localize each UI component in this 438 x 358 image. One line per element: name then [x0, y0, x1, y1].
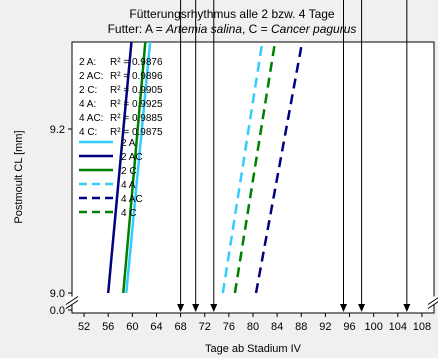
r2-label: 4 C:: [79, 127, 97, 138]
x-tick-label: 52: [78, 321, 90, 333]
x-tick-label: 88: [295, 321, 307, 333]
drop-arrowhead: [358, 304, 366, 312]
legend: 2 A 2 AC 2 C 4 A 4 AC 4 C: [79, 138, 143, 219]
r2-value: R² = 0.9896: [110, 71, 163, 82]
x-tick-label: 60: [126, 321, 138, 333]
x-tick-label: 108: [413, 321, 431, 333]
r2-value: R² = 0.9905: [110, 85, 163, 96]
legend-label: 4 A: [121, 180, 136, 191]
series-line-2-ac: [106, 42, 133, 294]
x-tick-label: 56: [102, 321, 114, 333]
axis-break: [65, 296, 438, 309]
x-tick-label: 104: [389, 321, 407, 333]
x-tick-label: 92: [319, 321, 331, 333]
x-tick-label: 96: [343, 321, 355, 333]
title-part: Artemia salina: [165, 22, 242, 36]
break-mask: [427, 296, 438, 305]
title-part: , C =: [242, 22, 271, 36]
y-tick-label: 9.2: [50, 124, 65, 136]
r2-value: R² = 0.9925: [110, 99, 163, 110]
chart-title-line1: Fütterungsrhythmus alle 2 bzw. 4 Tage: [129, 7, 335, 21]
r2-label: 4 AC:: [79, 113, 103, 124]
series-line-2-c: [122, 42, 147, 294]
legend-label: 2 AC: [121, 152, 143, 163]
x-tick-label: 72: [199, 321, 211, 333]
series-line-4-ac: [254, 42, 304, 294]
x-tick-label: 100: [364, 321, 382, 333]
title-part: Cancer pagurus: [271, 22, 356, 36]
x-tick-label: 76: [223, 321, 235, 333]
break-slash: [65, 300, 79, 309]
series-layer: [106, 42, 304, 294]
r-squared-block: 2 A: R² = 0.9876 2 AC: R² = 0.9896 2 C: …: [79, 57, 163, 138]
y-tick-label: 9.0: [50, 288, 65, 300]
axis-ticks: 52 56 60 64 68 72 76 80 84 88 92 96 100 104 108 0.0 9.0 9…: [50, 124, 431, 333]
x-axis-title: Tage ab Stadium IV: [205, 343, 302, 355]
r2-label: 4 A:: [79, 99, 96, 110]
r2-label: 2 AC:: [79, 71, 103, 82]
break-slash: [427, 297, 438, 305]
r2-value: R² = 0.9875: [110, 127, 163, 138]
x-tick-label: 68: [174, 321, 186, 333]
x-tick-label: 84: [271, 321, 283, 333]
r2-label: 2 C:: [79, 85, 97, 96]
drop-arrowhead: [340, 304, 347, 312]
legend-label: 4 C: [121, 208, 137, 219]
r2-value: R² = 0.9885: [110, 113, 163, 124]
title-part: Futter: A =: [108, 22, 166, 36]
chart-title-line2: Futter: A = Artemia salina, C = Cancer p…: [108, 22, 357, 36]
series-line-2-a: [125, 42, 152, 294]
legend-label: 4 AC: [121, 194, 143, 205]
drop-arrowhead: [192, 304, 200, 312]
break-slash: [427, 301, 438, 309]
x-tick-label: 64: [150, 321, 162, 333]
x-tick-label: 80: [247, 321, 259, 333]
y-tick-label: 0.0: [50, 305, 65, 317]
y-axis-title: Postmoult CL [mm]: [13, 130, 25, 223]
drop-arrowhead: [210, 304, 218, 312]
legend-label: 2 A: [121, 138, 136, 149]
reference-lines: [177, 0, 411, 312]
drop-arrowhead: [403, 304, 411, 312]
break-slash: [65, 296, 79, 305]
legend-label: 2 C: [121, 166, 137, 177]
r2-label: 2 A:: [79, 57, 96, 68]
drop-arrowhead: [177, 304, 185, 312]
r2-value: R² = 0.9876: [110, 57, 163, 68]
